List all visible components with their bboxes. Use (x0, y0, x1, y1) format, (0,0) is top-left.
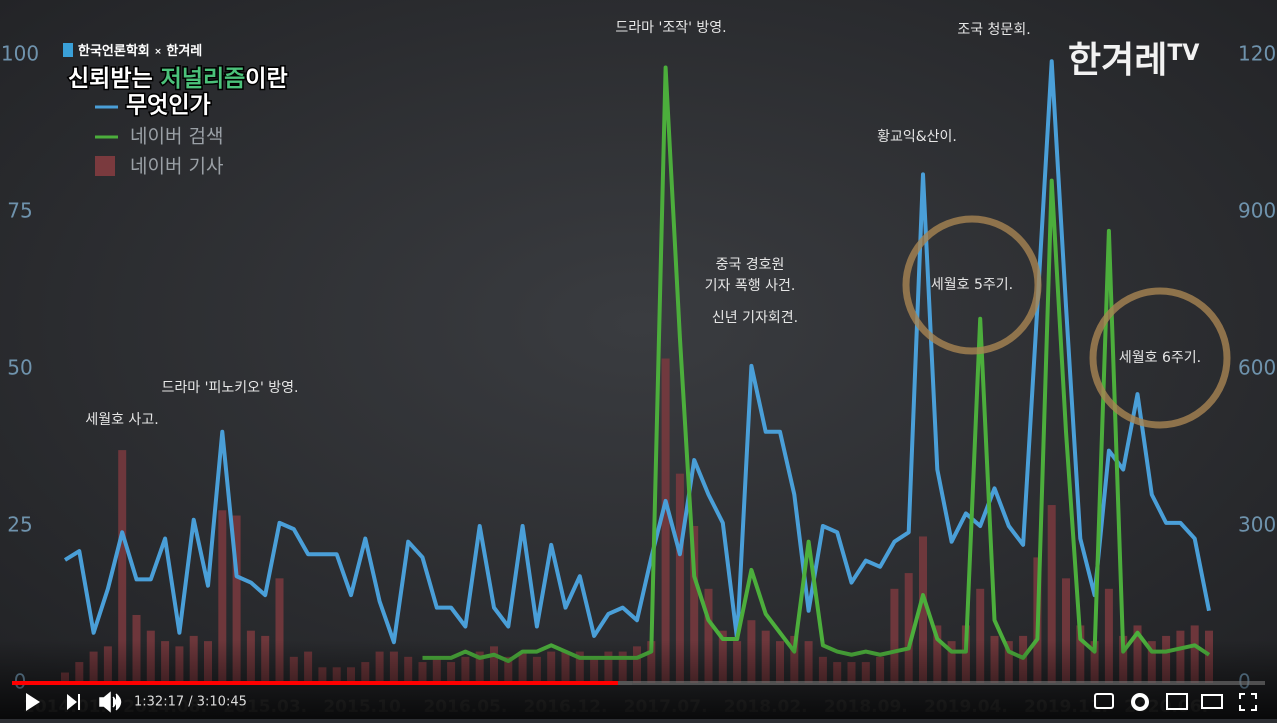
annotation: 드라마 '조작' 방영. (615, 20, 726, 36)
bar (1104, 588, 1113, 683)
highlight-circle (902, 215, 1042, 355)
annotation: 세월호 6주기. (1119, 350, 1201, 366)
watermark: 한겨레TV (1068, 40, 1199, 81)
subtitles-button[interactable] (1094, 693, 1114, 709)
annotation: 중국 경호원 (716, 257, 785, 273)
bar (919, 536, 927, 683)
legend-swatch (95, 156, 115, 176)
settings-button[interactable] (1131, 693, 1149, 711)
y-tick-label: 50 (7, 356, 32, 380)
y2-tick-label: 600 (1238, 356, 1276, 380)
bar (275, 578, 284, 683)
fullscreen-button[interactable] (1239, 693, 1257, 711)
play-button[interactable] (26, 693, 40, 711)
bar (890, 588, 899, 683)
y-tick-label: 25 (7, 513, 32, 537)
miniplayer-button[interactable] (1166, 693, 1188, 710)
bar (218, 510, 227, 683)
time-display: 1:32:17 / 3:10:45 (134, 695, 247, 710)
y2-tick-label: 300 (1238, 513, 1276, 537)
theater-button[interactable] (1201, 694, 1223, 709)
bar (904, 573, 913, 683)
bar (118, 450, 127, 683)
legend-label: 네이버 기사 (130, 156, 223, 178)
y-tick-label: 100 (1, 42, 39, 66)
annotation: 기자 폭행 사건. (705, 278, 796, 294)
bar (232, 515, 241, 683)
y2-tick-label: 900 (1238, 199, 1276, 223)
overlay-title: 신뢰받는 저널리즘이란 (68, 66, 288, 92)
line (63, 59, 1211, 645)
logo-icon (63, 43, 73, 57)
bar (1062, 578, 1070, 683)
bar (1047, 505, 1056, 683)
annotation: 드라마 '피노키오' 방영. (162, 380, 299, 396)
annotation: 세월호 5주기. (931, 277, 1013, 293)
highlight-circle (1089, 287, 1231, 429)
annotation: 신년 기자회견. (712, 310, 798, 326)
progress-played (12, 681, 618, 685)
bar (976, 588, 985, 683)
overlay-title: 무엇인가 (126, 93, 211, 119)
logo: 한국언론학회 × 한겨레 (78, 43, 202, 59)
volume-button[interactable] (99, 691, 122, 713)
bar (690, 526, 699, 683)
next-button[interactable] (67, 694, 80, 710)
control-gradient (0, 640, 1277, 719)
legend-label: 네이버 검색 (130, 126, 223, 148)
bar (661, 358, 670, 683)
annotation: 황교익&산이. (877, 129, 957, 145)
annotation: 조국 청문회. (957, 22, 1030, 38)
bar (704, 588, 713, 683)
annotation: 세월호 사고. (85, 412, 158, 428)
bar (675, 473, 684, 683)
y-tick-label: 75 (7, 199, 32, 223)
progress-track[interactable] (12, 681, 1265, 685)
y2-tick-label: 1200 (1238, 42, 1277, 66)
